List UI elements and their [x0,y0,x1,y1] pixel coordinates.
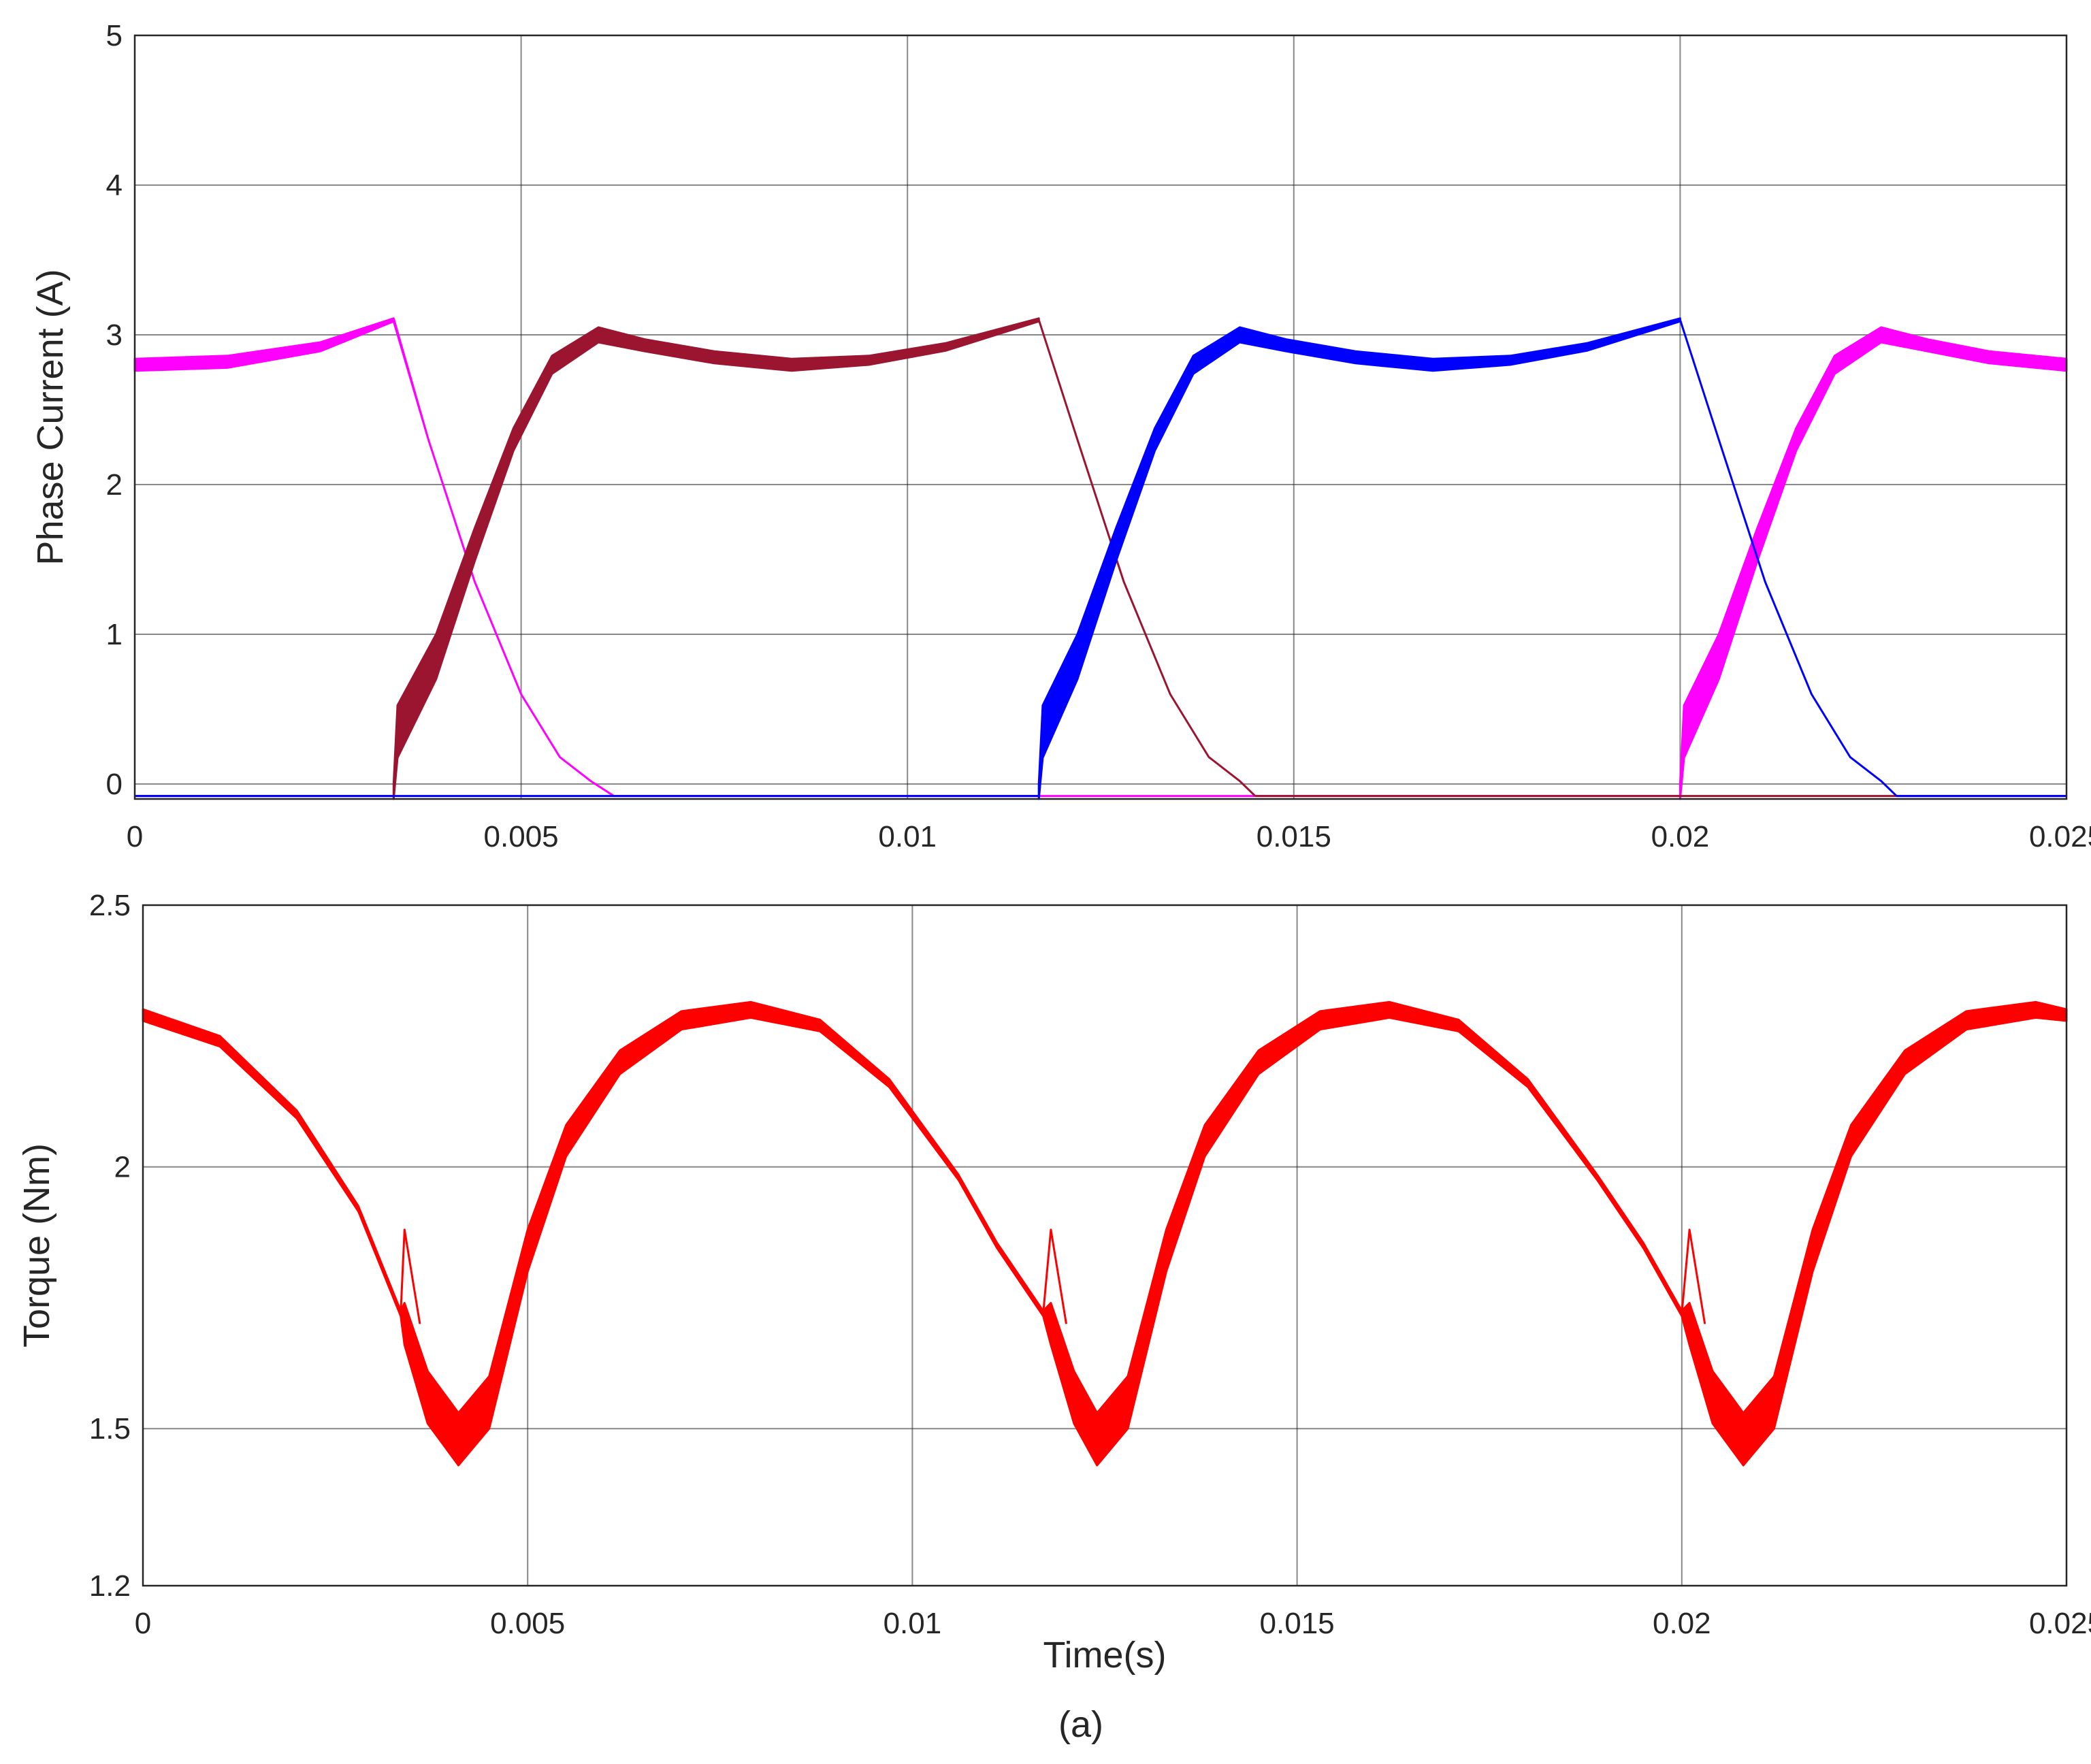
y-tick-label: 1.2 [89,1569,131,1603]
series-band [1679,326,2068,800]
series-line [400,1228,421,1324]
y-tick-label: 5 [106,19,123,52]
phase-current-x-ticks: 0 0.005 0.01 0.015 0.02 0.025 [127,820,2091,853]
x-tick-label: 0.01 [884,1607,942,1640]
torque-plot-frame [142,904,2068,1587]
torque-chart: 0 0.005 0.01 0.015 0.02 0.025 1.2 1.5 2 2.5 Torq… [16,889,2091,1676]
figure-caption: (a) [1058,1704,1103,1745]
series-band [392,317,1040,800]
series-phase-a [133,317,2068,800]
phase-current-chart: 0 0.005 0.01 0.015 0.02 0.025 0 1 2 3 4 5 Phase Cu… [30,19,2091,853]
x-tick-label: 0.025 [2029,820,2091,853]
x-tick-label: 0.005 [490,1607,565,1640]
torque-x-axis-label: Time(s) [1043,1635,1167,1676]
phase-current-y-axis-label: Phase Current (A) [30,269,71,565]
x-tick-label: 0.015 [1257,820,1331,853]
x-tick-label: 0.02 [1651,820,1710,853]
y-tick-label: 2 [114,1151,131,1184]
x-tick-label: 0.025 [2029,1607,2091,1640]
series-torque [142,1000,2068,1467]
series-line [1042,1228,1067,1324]
y-tick-label: 2 [106,468,123,502]
x-tick-label: 0.015 [1260,1607,1335,1640]
series-phase-b [135,317,2066,800]
x-tick-label: 0.02 [1653,1607,1711,1640]
torque-grid [143,905,2066,1586]
torque-x-ticks: 0 0.005 0.01 0.015 0.02 0.025 [135,1607,2091,1640]
series-phase-c [135,317,2066,800]
y-tick-label: 2.5 [89,889,131,922]
series-band [133,317,615,798]
phase-current-grid [135,35,2066,799]
x-tick-label: 0.01 [878,820,937,853]
x-tick-label: 0 [127,820,143,853]
series-band [1037,317,1681,800]
x-tick-label: 0.005 [484,820,559,853]
y-tick-label: 0 [106,768,123,801]
series-line [1681,1228,1706,1324]
torque-y-axis-label: Torque (Nm) [16,1143,57,1348]
y-tick-label: 4 [106,169,123,202]
phase-current-y-ticks: 0 1 2 3 4 5 [106,19,123,801]
series-line [1037,319,1257,797]
phase-current-series [133,317,2068,800]
y-tick-label: 3 [106,318,123,352]
series-line [1679,319,1898,797]
x-tick-label: 0 [135,1607,151,1640]
y-tick-label: 1.5 [89,1412,131,1446]
series-band [142,1000,2068,1467]
torque-y-ticks: 1.2 1.5 2 2.5 [89,889,131,1603]
phase-current-plot-frame [133,34,2068,800]
y-tick-label: 1 [106,618,123,651]
torque-series [142,1000,2068,1467]
